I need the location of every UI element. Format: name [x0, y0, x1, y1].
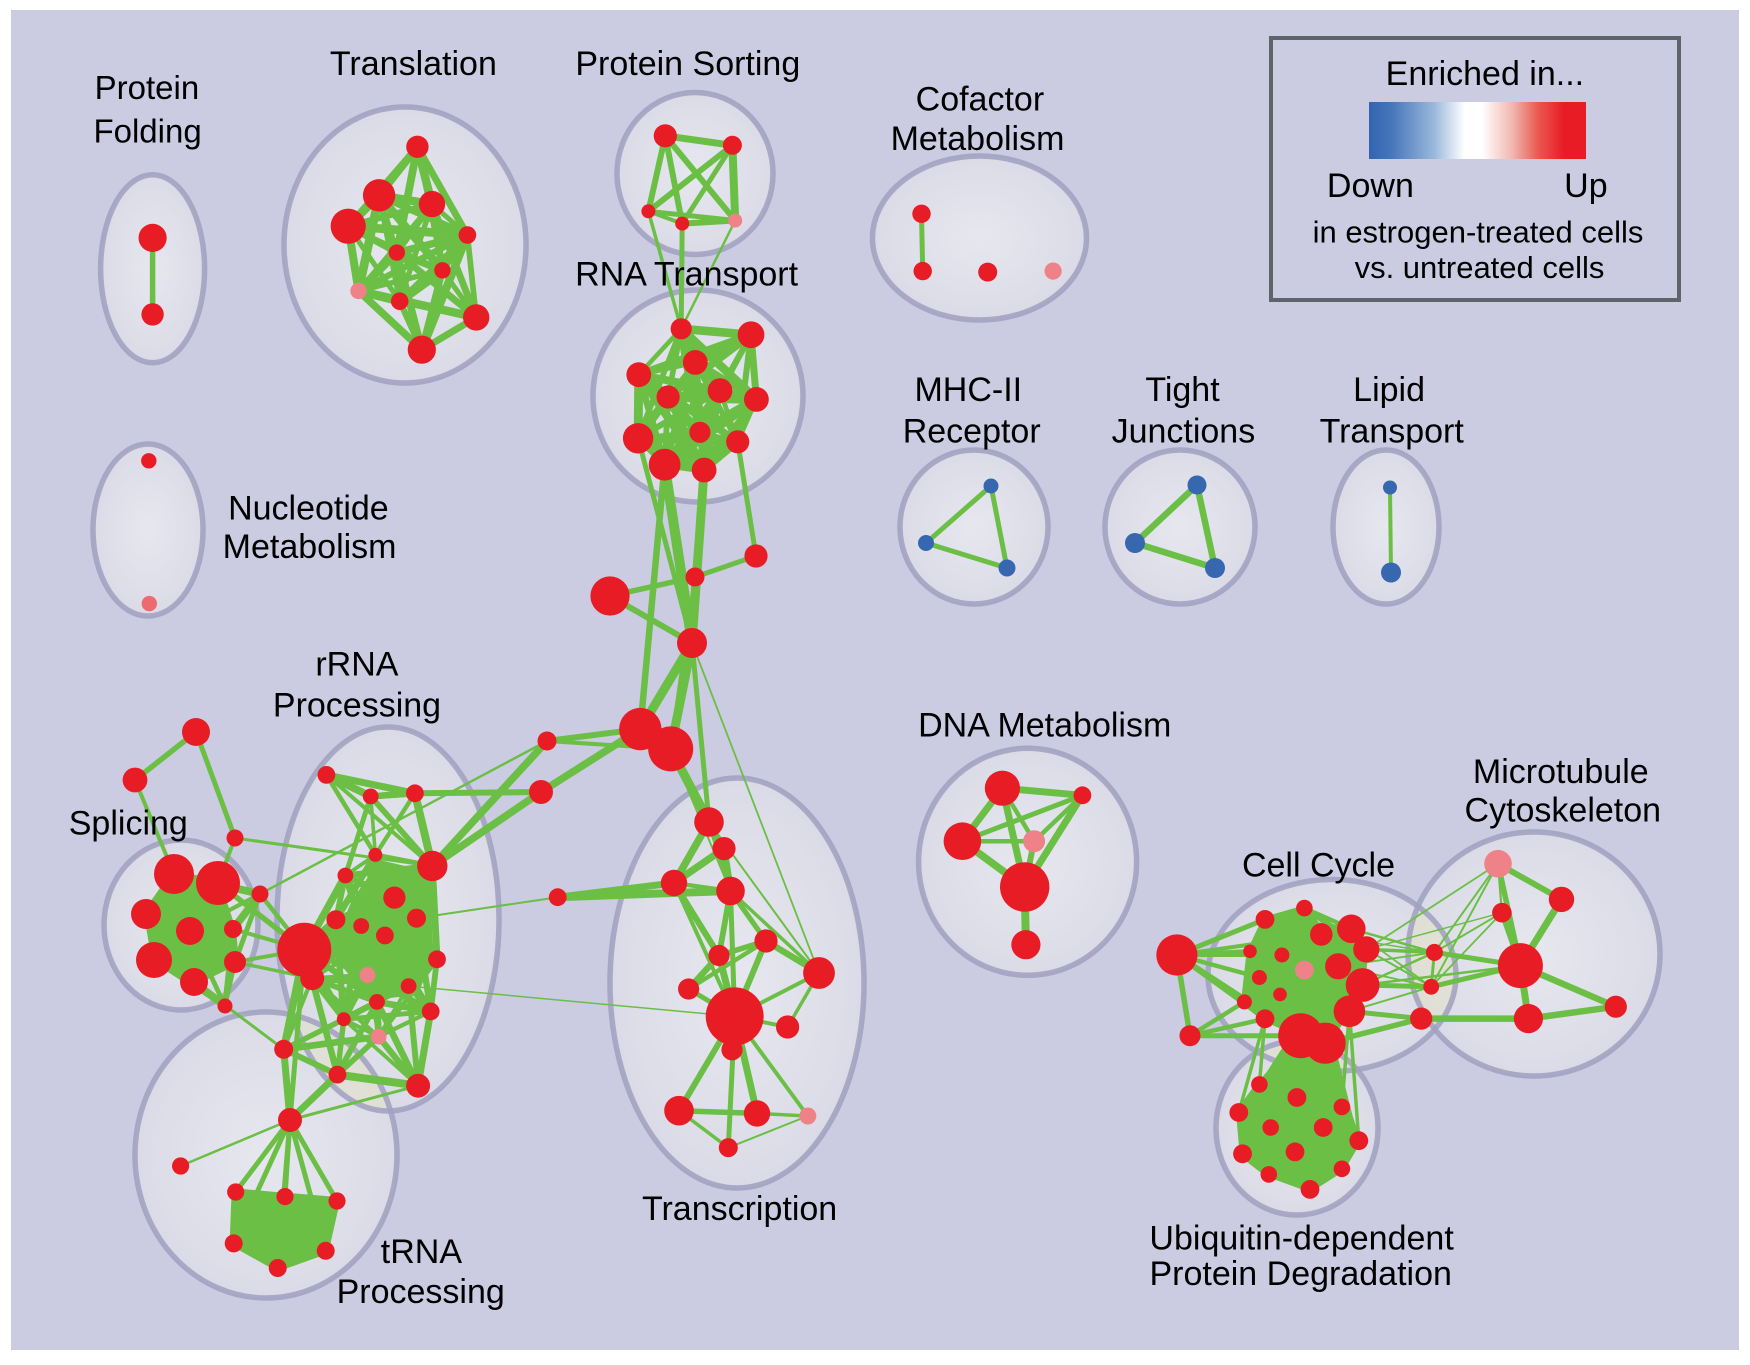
svg-text:Junctions: Junctions [1112, 412, 1256, 450]
svg-text:RNA Transport: RNA Transport [575, 256, 799, 294]
svg-text:Transport: Transport [1320, 412, 1465, 450]
svg-text:Protein Degradation: Protein Degradation [1149, 1255, 1451, 1293]
svg-text:DNA Metabolism: DNA Metabolism [918, 707, 1171, 745]
svg-text:Processing: Processing [337, 1273, 505, 1311]
svg-text:Cytoskeleton: Cytoskeleton [1465, 791, 1662, 829]
svg-text:Metabolism: Metabolism [223, 528, 397, 566]
svg-text:Translation: Translation [330, 45, 497, 83]
svg-text:MHC-II: MHC-II [914, 371, 1022, 409]
svg-text:Down: Down [1327, 167, 1414, 205]
svg-text:Up: Up [1564, 167, 1607, 205]
svg-text:rRNA: rRNA [315, 646, 398, 684]
svg-text:Enriched in...: Enriched in... [1386, 55, 1584, 93]
svg-text:Cell Cycle: Cell Cycle [1242, 846, 1395, 884]
svg-text:Processing: Processing [273, 687, 441, 725]
svg-text:Cofactor: Cofactor [916, 81, 1045, 119]
svg-text:Transcription: Transcription [642, 1190, 837, 1228]
svg-text:Ubiquitin-dependent: Ubiquitin-dependent [1149, 1220, 1454, 1258]
svg-text:in estrogen-treated cells: in estrogen-treated cells [1313, 214, 1644, 249]
svg-text:tRNA: tRNA [381, 1233, 463, 1271]
svg-text:Receptor: Receptor [903, 412, 1041, 450]
svg-text:Folding: Folding [93, 112, 201, 149]
svg-text:Microtubule: Microtubule [1473, 753, 1649, 791]
svg-text:Protein: Protein [95, 69, 200, 106]
svg-text:Splicing: Splicing [69, 805, 188, 843]
svg-text:Protein Sorting: Protein Sorting [575, 45, 800, 83]
svg-text:Lipid: Lipid [1353, 371, 1425, 409]
svg-text:Nucleotide: Nucleotide [228, 490, 389, 528]
svg-text:Tight: Tight [1145, 371, 1220, 409]
svg-text:vs. untreated cells: vs. untreated cells [1355, 250, 1605, 285]
svg-text:Metabolism: Metabolism [891, 120, 1065, 158]
